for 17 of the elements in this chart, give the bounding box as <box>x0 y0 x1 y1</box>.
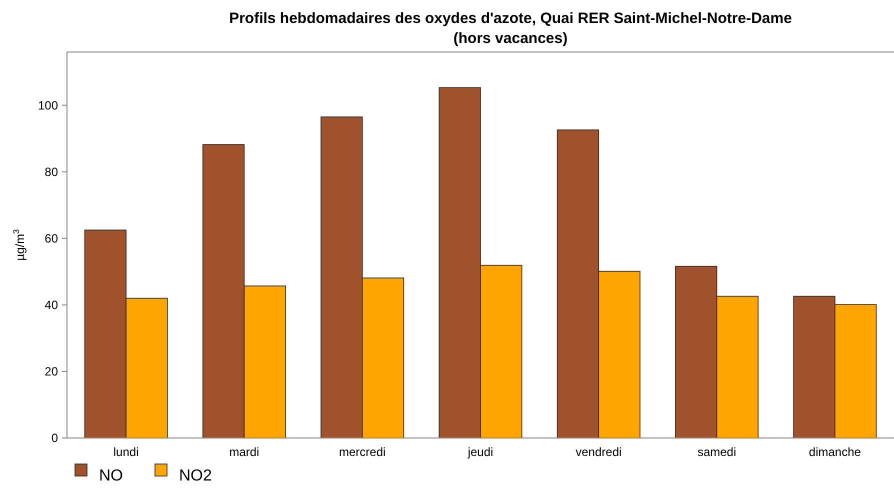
y-tick-label: 60 <box>44 232 58 246</box>
y-tick-label: 80 <box>44 164 58 179</box>
x-tick-label: samedi <box>697 445 736 459</box>
x-tick-label: vendredi <box>576 445 622 459</box>
legend-label: NO <box>99 468 123 485</box>
x-tick-label: dimanche <box>808 445 862 459</box>
y-tick-label: 20 <box>44 364 58 379</box>
chart-title: Profils hebdomadaires des oxydes d'azote, Quai RER Saint-Michel-Notre-Dame <box>229 10 792 27</box>
legend-label: NO2 <box>179 468 212 485</box>
x-tick-label: jeudi <box>466 445 494 459</box>
x-tick-label: mercredi <box>339 445 386 459</box>
y-tick-label: 100 <box>38 98 58 112</box>
chart-subtitle: (hors vacances) <box>453 30 568 47</box>
x-tick-label: mardi <box>229 445 260 459</box>
y-tick-label: 0 <box>51 431 58 446</box>
y-tick-label: 40 <box>44 298 58 312</box>
x-tick-label: lundi <box>113 445 139 459</box>
